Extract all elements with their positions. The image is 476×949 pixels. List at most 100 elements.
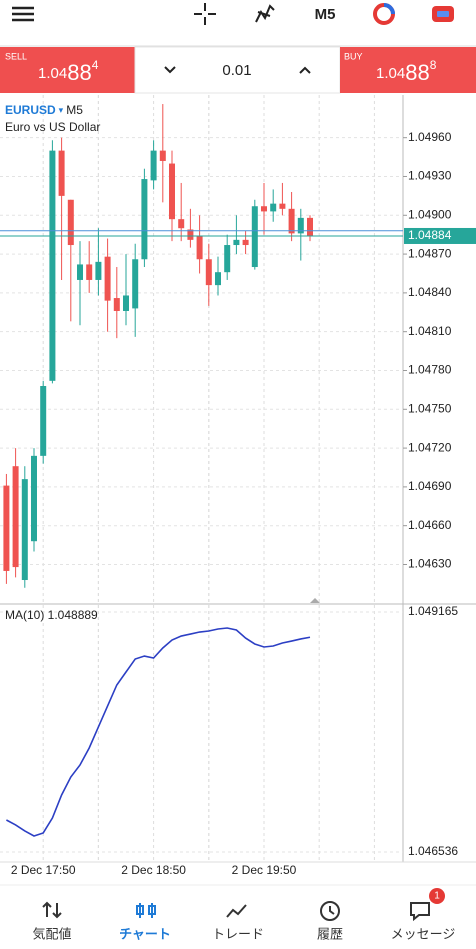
y-tick-label: 1.046536 [408, 844, 458, 858]
trade-nav-icon[interactable] [226, 904, 247, 918]
indicator-button[interactable] [255, 4, 275, 23]
sell-price: 1.04884 [38, 58, 99, 85]
buy-price-sup: 8 [430, 58, 437, 72]
candle-body [86, 264, 93, 280]
nav-label[interactable]: 気配値 [32, 926, 71, 941]
symbol-header: EURUSD ▾ M5 [5, 103, 83, 117]
chart-icon-body [148, 905, 156, 915]
candle-body [49, 150, 56, 381]
timeframe-button[interactable]: M5 [315, 6, 336, 23]
candle-body [215, 272, 221, 286]
nav-label[interactable]: メッセージ [391, 926, 456, 941]
candle-body [77, 264, 83, 280]
candle-body [224, 245, 231, 273]
lot-increase[interactable] [299, 66, 311, 74]
nav-label[interactable]: トレード [212, 926, 264, 941]
sell-button[interactable] [0, 47, 135, 93]
buy-label: BUY [344, 51, 363, 61]
candle-body [95, 261, 102, 280]
lot-decrease[interactable] [164, 66, 176, 74]
trade-icon-part [383, 3, 395, 15]
chart-type-inner [437, 11, 449, 17]
candle-body [297, 217, 304, 234]
symbol: EURUSD [5, 103, 56, 117]
candle-body [40, 386, 47, 456]
sell-label: SELL [5, 51, 27, 61]
sell-price-sup: 4 [92, 58, 99, 72]
candle-body [196, 235, 203, 260]
symbol-description: Euro vs US Dollar [5, 120, 100, 134]
sell-price-main: 1.04 [38, 65, 67, 82]
candle-body [288, 208, 295, 234]
candle-body [178, 219, 185, 229]
candle-body [187, 229, 194, 240]
chart-icon-body [136, 905, 144, 915]
candle-body [58, 150, 65, 196]
candle-body [3, 485, 10, 571]
y-tick-label: 1.04810 [408, 324, 452, 338]
x-tick-label: 2 Dec 19:50 [232, 863, 297, 877]
candle-body [251, 206, 258, 268]
nav-icons [42, 901, 430, 922]
candle-body [123, 295, 129, 311]
candle-body [169, 163, 175, 220]
candle-body [270, 203, 277, 212]
ma-line [6, 627, 311, 837]
y-tick-label: 1.04870 [408, 246, 452, 260]
buy-button[interactable] [340, 47, 476, 93]
candle-body [150, 150, 157, 181]
buy-price-big: 88 [405, 60, 429, 85]
candle-body [21, 479, 28, 581]
lot-value[interactable]: 0.01 [222, 62, 251, 79]
candle-body [67, 199, 74, 246]
y-tick-label: 1.04660 [408, 518, 452, 532]
candle-body [233, 239, 240, 246]
bid-price-box [404, 227, 476, 244]
y-tick-label: 1.04780 [408, 363, 452, 377]
history-hands [329, 906, 335, 915]
chart-timeframe: M5 [66, 103, 83, 117]
indicator-title: MA(10) 1.048889 [5, 608, 98, 622]
bid-price-label: 1.04884 [408, 228, 452, 242]
x-tick-label: 2 Dec 17:50 [11, 863, 76, 877]
messages-icon[interactable] [410, 902, 430, 922]
candle-body [104, 256, 111, 301]
nav-label[interactable]: チャート [119, 926, 171, 941]
y-tick-label: 1.04630 [408, 557, 452, 571]
candle-body [279, 203, 286, 209]
y-tick-label: 1.04690 [408, 479, 452, 493]
y-tick-label: 1.049165 [408, 604, 458, 618]
candle-body [31, 455, 37, 542]
y-tick-label: 1.04930 [408, 169, 452, 183]
x-tick-label: 2 Dec 18:50 [121, 863, 186, 877]
candle-body [242, 239, 249, 246]
candle-body [12, 466, 19, 568]
y-tick-label: 1.04840 [408, 285, 452, 299]
candle-body [307, 217, 313, 236]
history-icon[interactable] [320, 901, 340, 921]
candle-body [132, 259, 139, 309]
crosshair-button[interactable] [194, 3, 216, 25]
nav-label[interactable]: 履歴 [317, 926, 343, 941]
plot-layer: 2 Dec 17:50 2 Dec 18:50 2 Dec 19:50 1.04960… [0, 95, 476, 877]
candle-body [205, 259, 212, 286]
buy-price: 1.04888 [376, 58, 437, 85]
sell-price-big: 88 [67, 60, 91, 85]
quotes-icon[interactable] [42, 901, 62, 919]
buy-price-main: 1.04 [376, 65, 405, 82]
y-tick-label: 1.04720 [408, 440, 452, 454]
nav-badge [429, 888, 445, 904]
candle-body [141, 179, 148, 260]
candle-body [261, 206, 267, 212]
y-tick-label: 1.04960 [408, 130, 452, 144]
candle-body [113, 298, 120, 311]
nav-badge-count: 1 [434, 891, 440, 902]
candle-body [159, 150, 166, 161]
menu-button[interactable] [12, 6, 34, 22]
bottom-nav: 気配値 チャート トレード 履歴 メッセージ 1 [32, 888, 455, 941]
symbol-dropdown: ▾ [59, 105, 64, 115]
top-bar [12, 3, 454, 25]
y-tick-label: 1.04900 [408, 207, 452, 221]
panel-resize[interactable] [310, 598, 320, 603]
